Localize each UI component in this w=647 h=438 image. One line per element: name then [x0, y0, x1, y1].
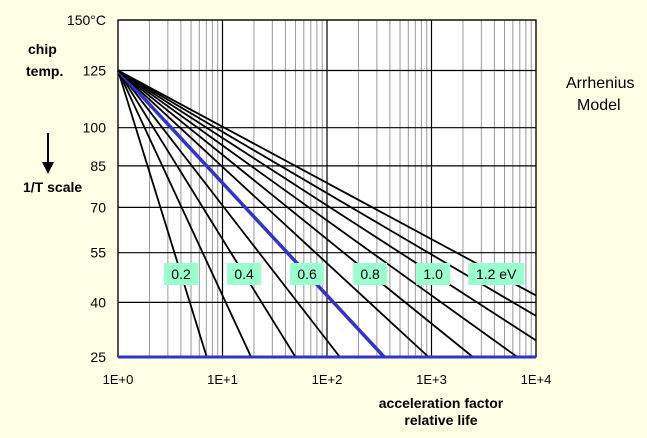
energy-label-text: 0.6	[297, 266, 317, 282]
model-title-line-2: Model	[577, 97, 621, 114]
y-axis-label-line-2: temp.	[26, 63, 63, 79]
y-tick-label: 85	[90, 158, 106, 174]
y-tick-label: 40	[90, 294, 106, 310]
energy-label: 0.4	[227, 263, 261, 285]
energy-label-text: 1.0	[423, 266, 443, 282]
x-axis-label-line-1: acceleration factor	[379, 395, 504, 411]
energy-label-text: 0.8	[360, 266, 380, 282]
energy-label: 1.2 eV	[468, 263, 524, 285]
energy-label: 1.0	[416, 263, 450, 285]
model-title-line-1: Arrhenius	[566, 75, 634, 92]
x-tick-label: 1E+2	[312, 372, 343, 387]
energy-label-text: 0.4	[234, 266, 254, 282]
y-tick-label: 125	[83, 62, 107, 78]
y-tick-label: 55	[90, 245, 106, 261]
y-tick-label: 25	[90, 349, 106, 365]
energy-label-text: 1.2 eV	[476, 266, 517, 282]
x-tick-label: 1E+4	[521, 372, 552, 387]
energy-label-text: 0.2	[171, 266, 191, 282]
x-tick-label: 1E+3	[416, 372, 447, 387]
x-tick-label: 1E+0	[103, 372, 134, 387]
energy-label: 0.8	[353, 263, 387, 285]
energy-label: 0.6	[290, 263, 324, 285]
x-axis-label-line-2: relative life	[404, 412, 477, 428]
energy-label: 0.2	[164, 263, 198, 285]
y-tick-label: 70	[90, 199, 106, 215]
y-tick-label: 150°C	[67, 12, 106, 28]
x-tick-label: 1E+1	[207, 372, 238, 387]
y-axis-label-line-1: chip	[28, 41, 57, 57]
y-scale-label: 1/T scale	[23, 179, 82, 195]
y-tick-label: 100	[83, 120, 107, 136]
